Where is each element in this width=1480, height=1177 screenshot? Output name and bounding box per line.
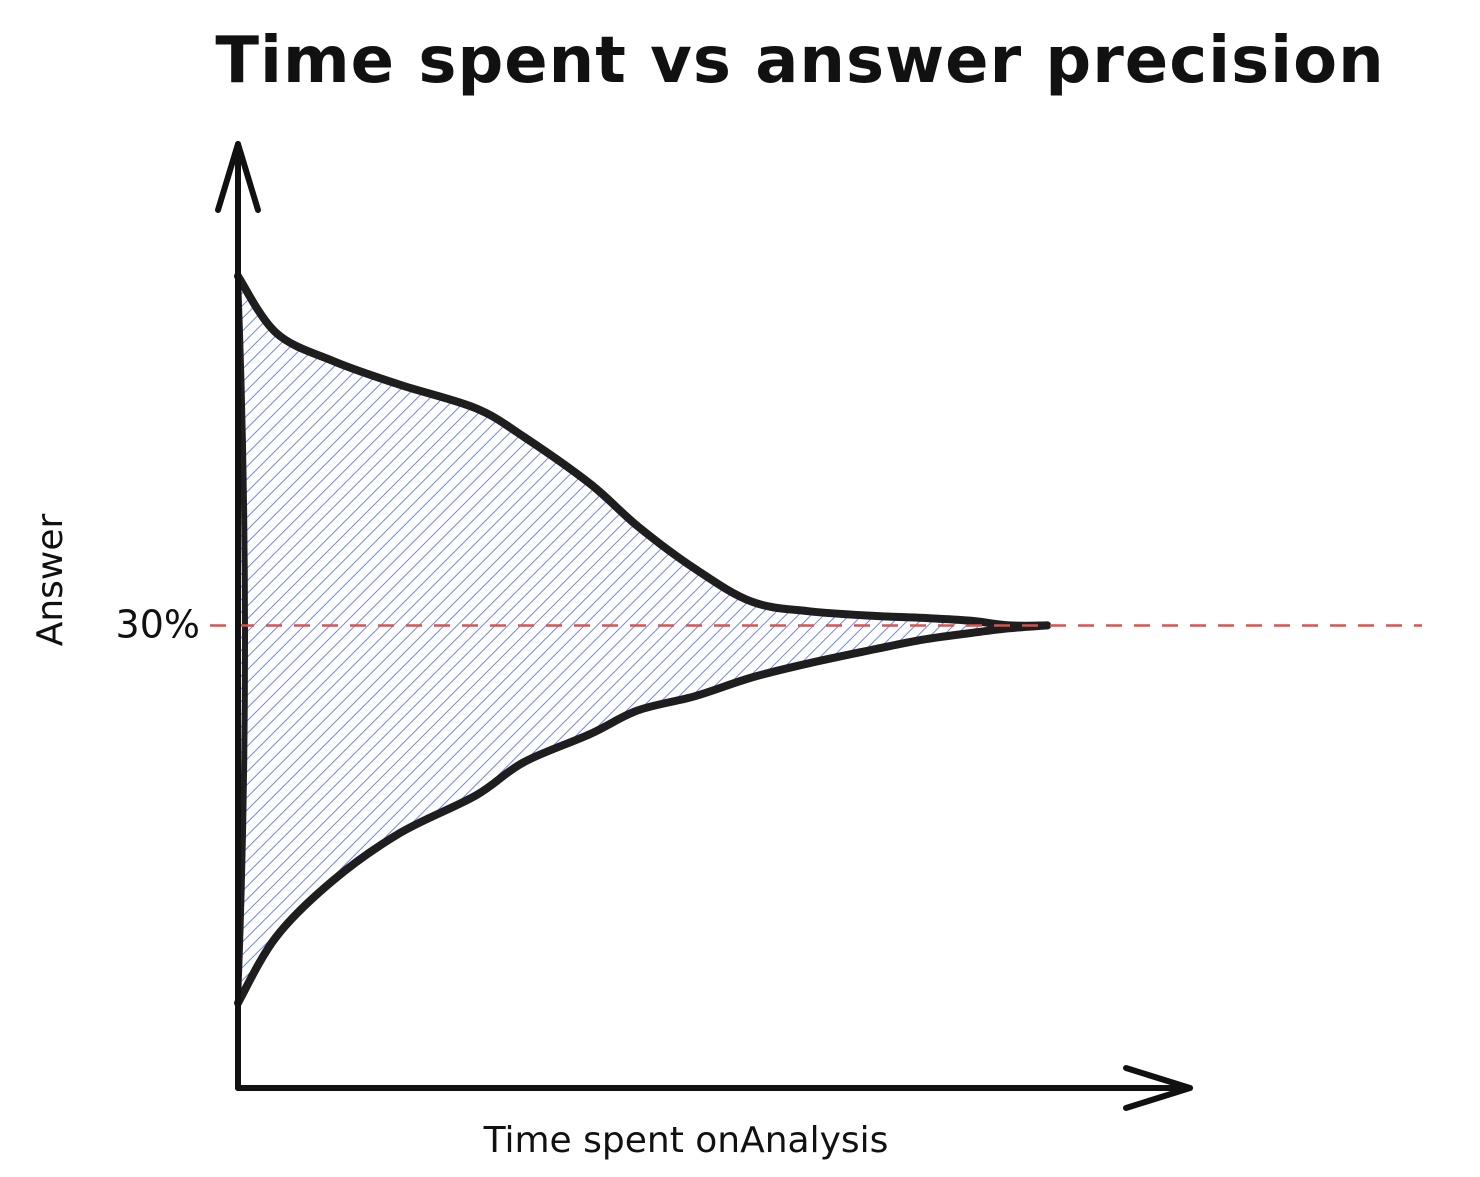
x-axis-label: Time spent onAnalysis	[483, 1120, 889, 1161]
y-axis-label: Answer	[30, 514, 71, 647]
x-axis-arrowhead	[1123, 1065, 1193, 1111]
chart-title: Time spent vs answer precision	[215, 24, 1384, 98]
precision-band-area	[238, 276, 1048, 1003]
axes	[215, 141, 1193, 1111]
lower-bound-line	[234, 621, 1052, 1007]
y-axis-arrowhead	[215, 141, 261, 213]
plot-area	[234, 272, 1052, 1007]
band-left-edge	[235, 273, 248, 1007]
reference-line-label: 30%	[116, 602, 200, 646]
upper-bound-line	[234, 272, 1052, 630]
